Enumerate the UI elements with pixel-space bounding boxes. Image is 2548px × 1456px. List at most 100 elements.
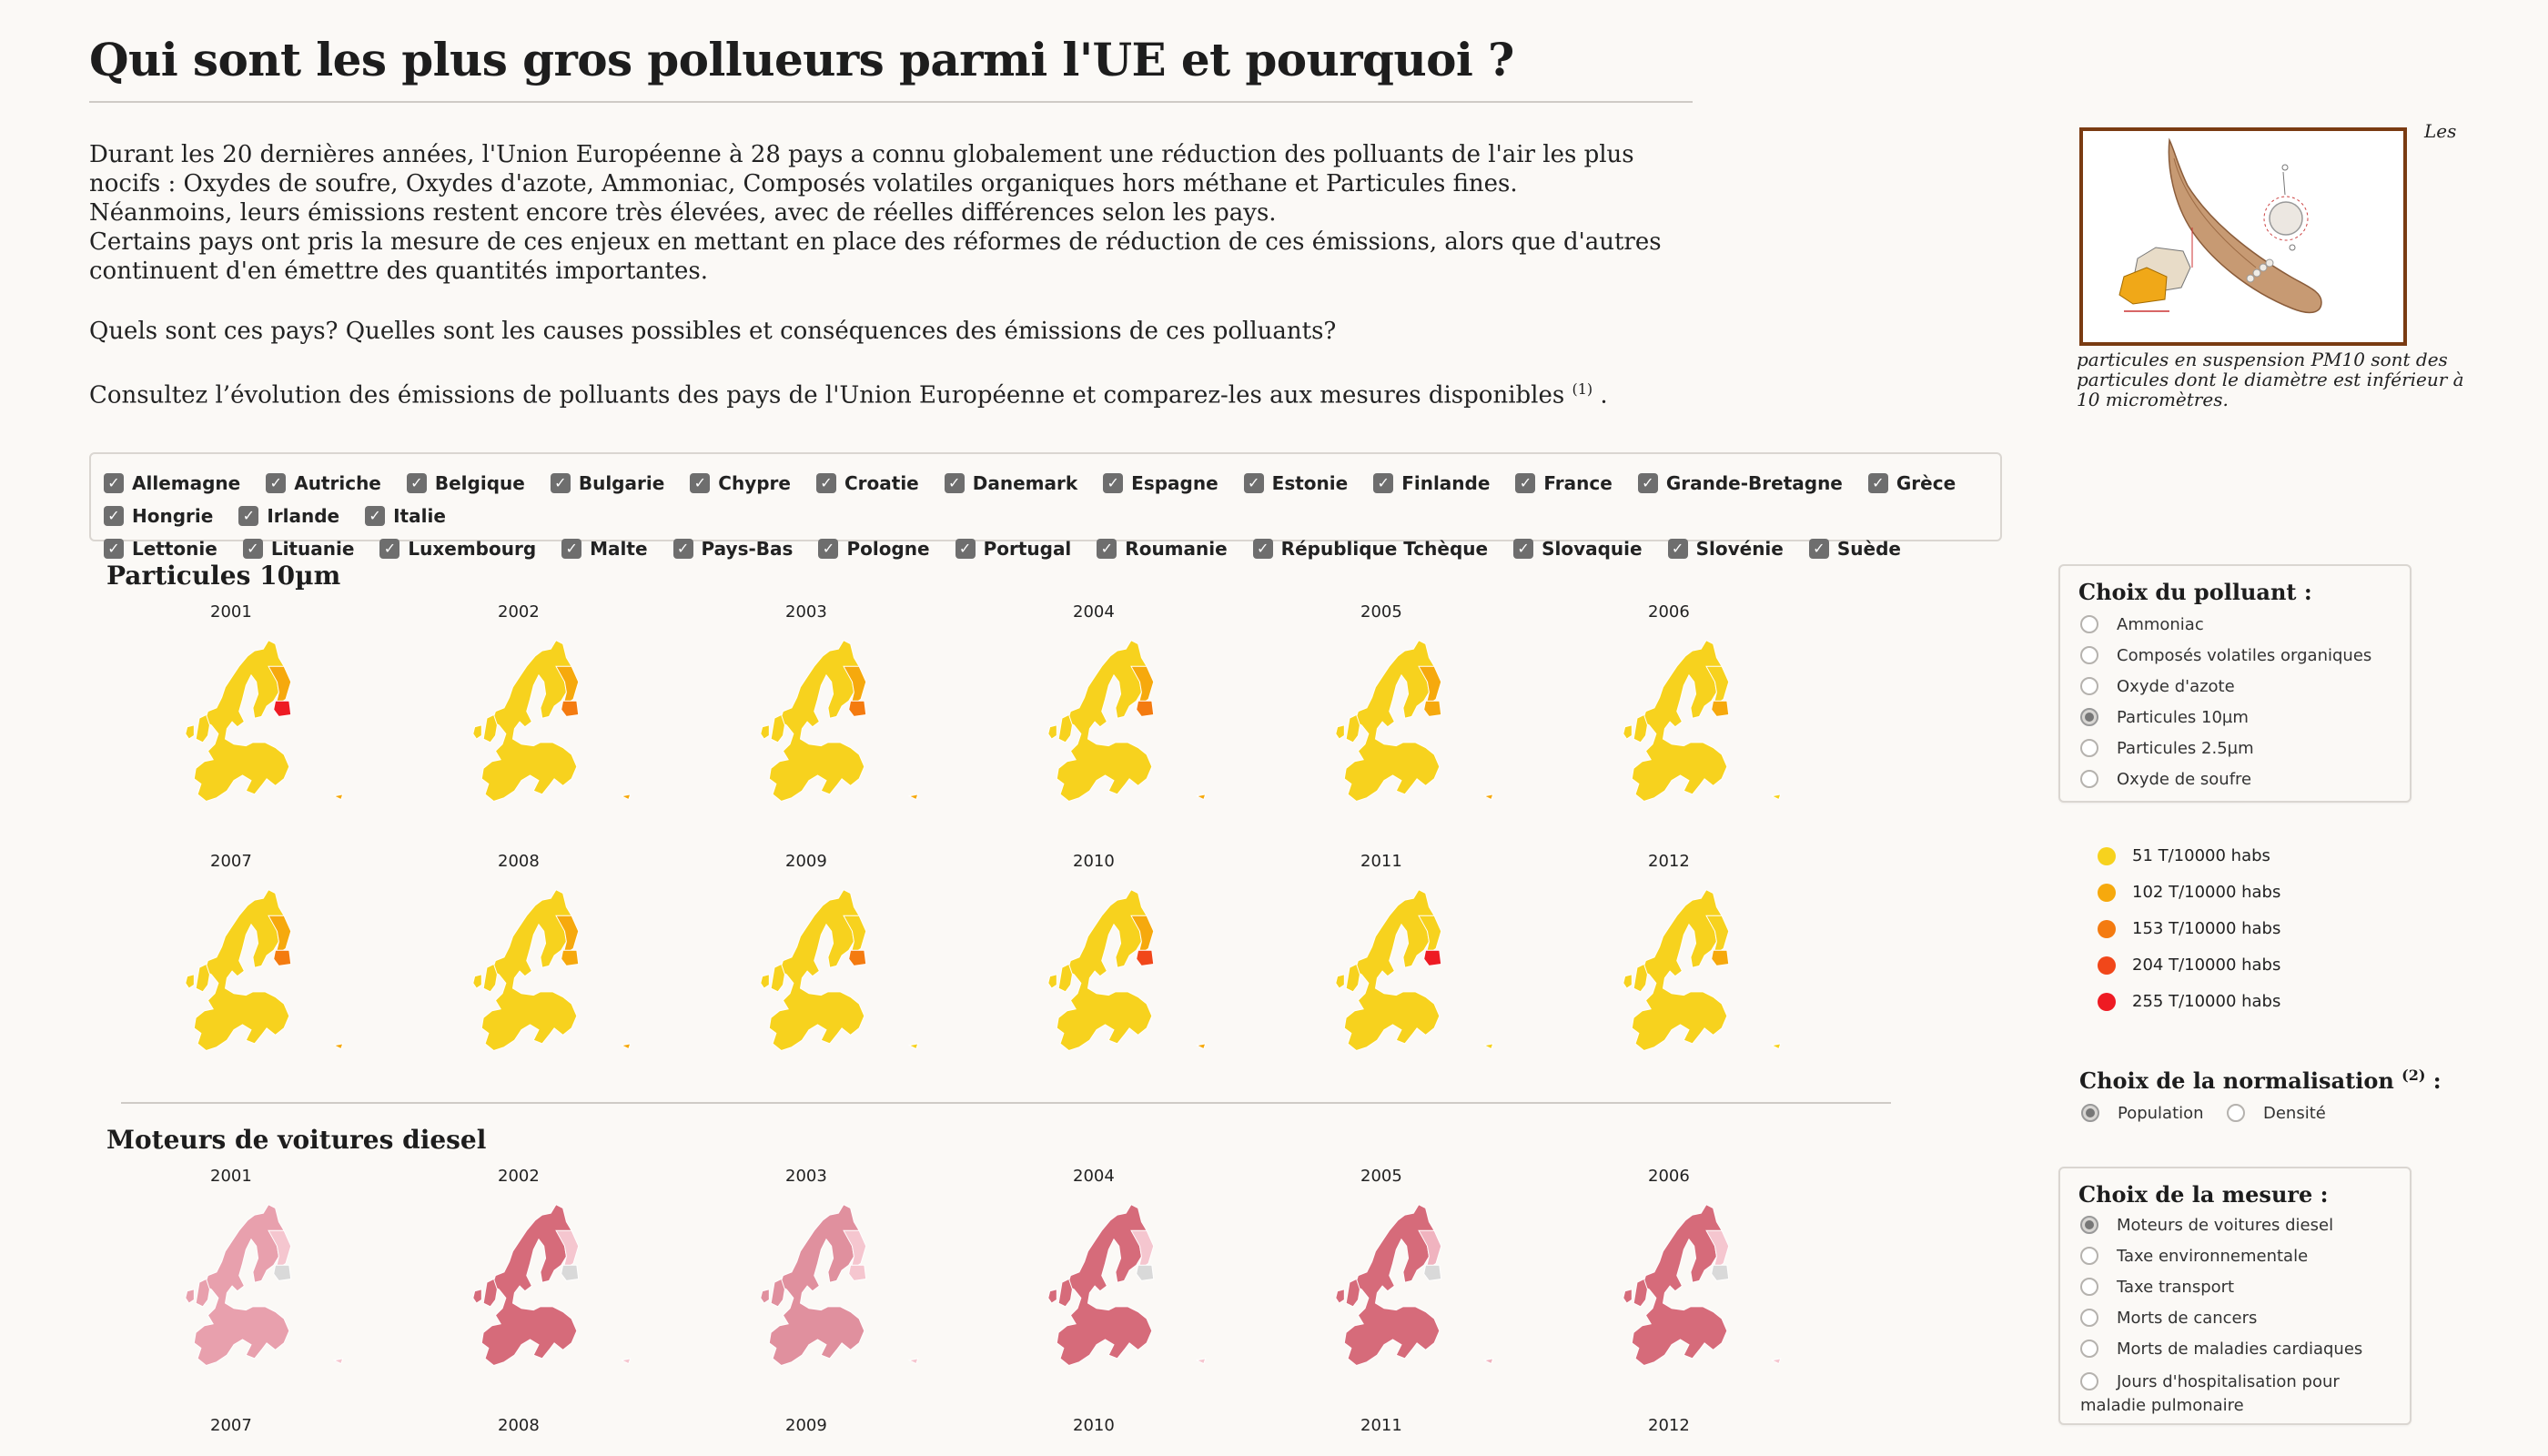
country-shape[interactable] — [768, 889, 865, 1051]
country-checkbox[interactable]: ✓ Croatie — [815, 467, 919, 500]
europe-choropleth-map[interactable] — [182, 1196, 355, 1378]
radio-unselected-icon[interactable] — [2080, 1247, 2098, 1265]
country-shape[interactable] — [1056, 1204, 1153, 1366]
country-shape[interactable] — [1633, 1278, 1648, 1308]
country-shape[interactable] — [907, 1043, 919, 1050]
europe-choropleth-map[interactable] — [757, 1196, 930, 1378]
checkbox-checked-icon[interactable]: ✓ — [818, 539, 839, 559]
country-shape[interactable] — [1056, 640, 1153, 802]
checkbox-checked-icon[interactable]: ✓ — [1103, 473, 1124, 493]
country-shape[interactable] — [1343, 1204, 1441, 1366]
country-shape[interactable] — [620, 1043, 632, 1050]
checkbox-checked-icon[interactable]: ✓ — [1637, 473, 1658, 493]
country-shape[interactable] — [770, 713, 785, 743]
radio-selected-icon[interactable] — [2080, 1216, 2098, 1234]
checkbox-checked-icon[interactable]: ✓ — [561, 539, 582, 559]
country-shape[interactable] — [1335, 724, 1345, 740]
checkbox-checked-icon[interactable]: ✓ — [104, 473, 124, 493]
europe-choropleth-map[interactable] — [1045, 1196, 1218, 1378]
country-checkbox[interactable]: ✓ Lituanie — [242, 532, 354, 565]
country-checkbox[interactable]: ✓ Allemagne — [104, 467, 240, 500]
radio-option[interactable]: Particules 2.5µm — [2080, 739, 2408, 758]
country-shape[interactable] — [482, 963, 498, 993]
country-shape[interactable] — [1056, 889, 1153, 1051]
country-shape[interactable] — [1482, 1358, 1494, 1365]
country-shape[interactable] — [1633, 963, 1648, 993]
checkbox-checked-icon[interactable]: ✓ — [1252, 539, 1273, 559]
radio-unselected-icon[interactable] — [2227, 1104, 2245, 1122]
country-shape[interactable] — [1623, 974, 1633, 989]
country-checkbox[interactable]: ✓ Belgique — [406, 467, 525, 500]
checkbox-checked-icon[interactable]: ✓ — [1867, 473, 1888, 493]
europe-choropleth-map[interactable] — [470, 632, 642, 814]
country-checkbox[interactable]: ✓ Finlande — [1373, 467, 1490, 500]
country-shape[interactable] — [1335, 974, 1345, 989]
radio-option[interactable]: Moteurs de voitures diesel — [2080, 1216, 2399, 1235]
country-checkbox[interactable]: ✓ Chypre — [690, 467, 791, 500]
country-shape[interactable] — [193, 1204, 290, 1366]
country-shape[interactable] — [1631, 640, 1728, 802]
checkbox-checked-icon[interactable]: ✓ — [1667, 539, 1688, 559]
country-shape[interactable] — [848, 700, 867, 717]
europe-choropleth-map[interactable] — [1332, 632, 1505, 814]
checkbox-checked-icon[interactable]: ✓ — [1373, 473, 1394, 493]
radio-option[interactable]: Oxyde de soufre — [2080, 770, 2408, 789]
radio-unselected-icon[interactable] — [2080, 1309, 2098, 1327]
europe-choropleth-map[interactable] — [182, 632, 355, 814]
country-shape[interactable] — [1343, 640, 1441, 802]
country-shape[interactable] — [185, 1289, 195, 1304]
checkbox-checked-icon[interactable]: ✓ — [104, 506, 124, 526]
country-shape[interactable] — [1057, 1278, 1073, 1308]
country-checkbox[interactable]: ✓ Malte — [561, 532, 648, 565]
europe-choropleth-map[interactable] — [470, 881, 642, 1063]
checkbox-checked-icon[interactable]: ✓ — [266, 473, 287, 493]
country-checkbox[interactable]: ✓ Grèce — [1867, 467, 1956, 500]
radio-option[interactable]: Particules 10µm — [2080, 708, 2408, 727]
country-checkbox[interactable]: ✓ Espagne — [1103, 467, 1218, 500]
country-shape[interactable] — [480, 640, 578, 802]
radio-unselected-icon[interactable] — [2080, 677, 2098, 695]
country-shape[interactable] — [1623, 724, 1633, 740]
country-checkbox[interactable]: ✓ République Tchèque — [1252, 532, 1488, 565]
country-shape[interactable] — [1195, 1358, 1207, 1365]
country-shape[interactable] — [1047, 974, 1057, 989]
radio-unselected-icon[interactable] — [2080, 1372, 2098, 1390]
europe-choropleth-map[interactable] — [1620, 1196, 1793, 1378]
country-shape[interactable] — [1633, 713, 1648, 743]
checkbox-checked-icon[interactable]: ✓ — [944, 473, 965, 493]
country-shape[interactable] — [1136, 949, 1155, 966]
radio-option[interactable]: Jours d'hospitalisation pour maladie pul… — [2080, 1370, 2399, 1418]
country-checkbox[interactable]: ✓ Slovénie — [1667, 532, 1784, 565]
checkbox-checked-icon[interactable]: ✓ — [672, 539, 693, 559]
country-shape[interactable] — [1057, 713, 1073, 743]
country-shape[interactable] — [472, 724, 482, 740]
radio-unselected-icon[interactable] — [2080, 739, 2098, 757]
radio-option[interactable]: Ammoniac — [2080, 615, 2408, 634]
country-shape[interactable] — [193, 889, 290, 1051]
country-shape[interactable] — [760, 724, 770, 740]
europe-choropleth-map[interactable] — [1620, 632, 1793, 814]
country-checkbox[interactable]: ✓ Portugal — [955, 532, 1071, 565]
country-shape[interactable] — [561, 700, 580, 717]
country-shape[interactable] — [1136, 1264, 1155, 1281]
country-shape[interactable] — [907, 794, 919, 801]
country-shape[interactable] — [1711, 700, 1730, 717]
country-checkbox[interactable]: ✓ Bulgarie — [550, 467, 664, 500]
country-shape[interactable] — [561, 949, 580, 966]
checkbox-checked-icon[interactable]: ✓ — [815, 473, 836, 493]
country-shape[interactable] — [1711, 1264, 1730, 1281]
radio-unselected-icon[interactable] — [2080, 646, 2098, 664]
europe-choropleth-map[interactable] — [1045, 881, 1218, 1063]
country-checkbox[interactable]: ✓ Hongrie — [104, 500, 213, 532]
europe-choropleth-map[interactable] — [1332, 1196, 1505, 1378]
radio-unselected-icon[interactable] — [2080, 1278, 2098, 1296]
country-shape[interactable] — [480, 889, 578, 1051]
normalization-footnote-ref[interactable]: (2) — [2401, 1067, 2426, 1084]
country-shape[interactable] — [332, 794, 344, 801]
country-shape[interactable] — [1343, 889, 1441, 1051]
country-shape[interactable] — [1423, 1264, 1442, 1281]
consult-footnote-ref[interactable]: (1) — [1572, 380, 1593, 398]
country-checkbox[interactable]: ✓ France — [1515, 467, 1613, 500]
country-shape[interactable] — [1345, 963, 1360, 993]
europe-choropleth-map[interactable] — [1045, 632, 1218, 814]
